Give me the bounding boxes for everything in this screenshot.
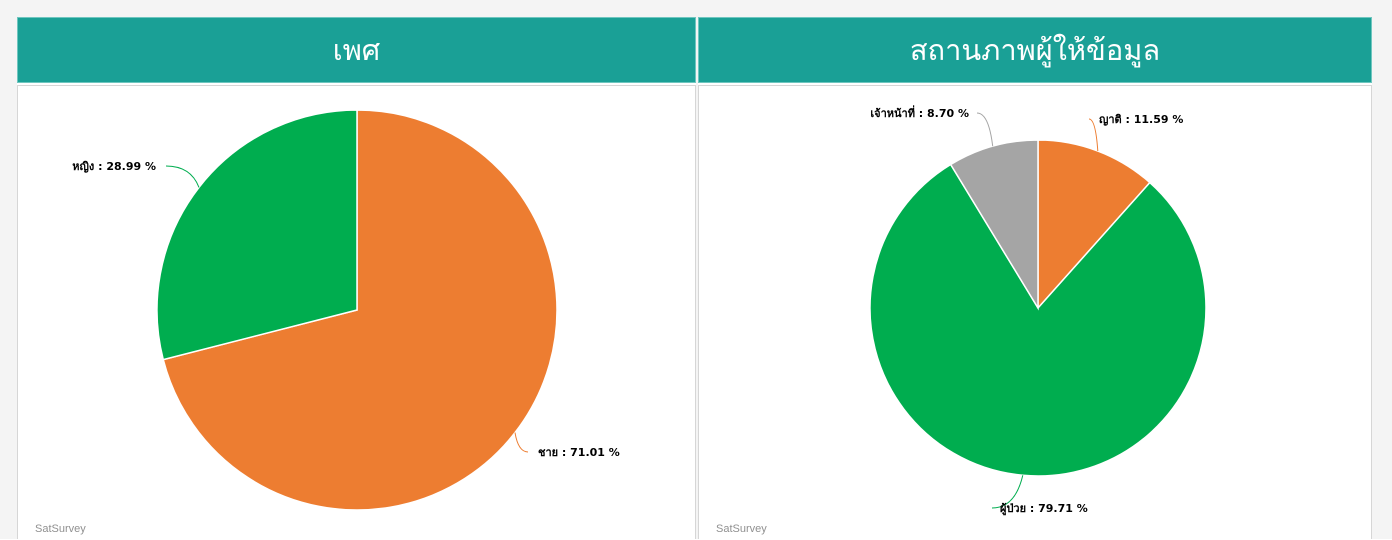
data-label-slice-2: หญิง : 28.99 %	[72, 160, 156, 173]
respondent-status-chart-title: สถานภาพผู้ให้ข้อมูล	[909, 32, 1161, 67]
connector-slice-3	[976, 112, 994, 147]
pie-slice-1[interactable]	[1037, 139, 1151, 310]
respondent-status-pie-chart: ญาติ : 11.59 % ผู้ป่วย : 79.71 % เจ้าหน้าท…	[869, 105, 1207, 516]
data-label-slice-2: ผู้ป่วย : 79.71 %	[1000, 502, 1088, 516]
data-label-slice-1: ชาย : 71.01 %	[538, 446, 620, 459]
chart-credit[interactable]: SatSurvey	[35, 523, 86, 535]
gender-chart-area: ชาย : 71.01 % หญิง : 28.99 % SatSurvey	[17, 85, 696, 539]
data-label-slice-3: เจ้าหน้าที่ : 8.70 %	[870, 105, 969, 120]
gender-chart-panel: เพศ ชาย : 71.01 % หญิง : 28.99 % SatSurve…	[17, 17, 696, 539]
connector-slice-1	[1088, 118, 1099, 152]
connector-slice-1	[514, 432, 529, 453]
respondent-status-chart-panel: สถานภาพผู้ให้ข้อมูล ญาติ : 11.59 % ผู้ป่ว…	[698, 17, 1372, 539]
data-label-slice-1: ญาติ : 11.59 %	[1099, 113, 1183, 126]
chart-credit[interactable]: SatSurvey	[716, 523, 767, 535]
connector-slice-2	[165, 165, 200, 188]
pie-slice-2[interactable]	[156, 109, 358, 361]
connector-slice-2	[991, 475, 1024, 509]
respondent-status-chart-area: ญาติ : 11.59 % ผู้ป่วย : 79.71 % เจ้าหน้าท…	[698, 85, 1372, 539]
gender-chart-title: เพศ	[332, 32, 381, 67]
pie-slice-3[interactable]	[949, 139, 1039, 311]
respondent-status-panel-header: สถานภาพผู้ให้ข้อมูล	[698, 17, 1372, 83]
gender-panel-header: เพศ	[17, 17, 696, 83]
gender-pie-chart: ชาย : 71.01 % หญิง : 28.99 %	[72, 109, 620, 511]
